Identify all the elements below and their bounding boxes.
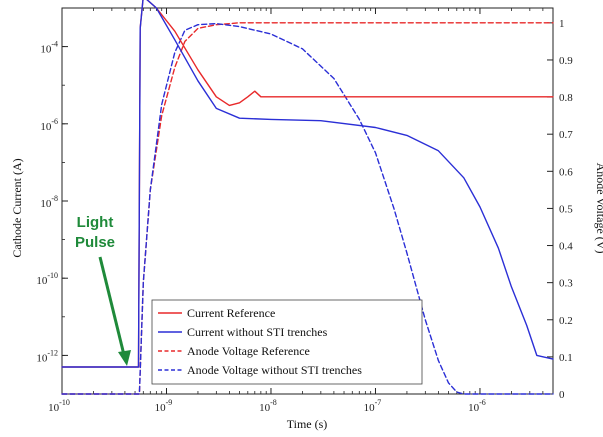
x-tick-label: 10-6: [468, 398, 486, 414]
series-anode-voltage-without-sti-trenches: [61, 22, 554, 395]
y-right-tick-label: 0.7: [559, 129, 573, 141]
legend-label: Anode Voltage without STI trenches: [187, 363, 362, 377]
left-y-axis: 10-12 10-10 10-8 10-6 10-4: [36, 40, 68, 395]
series-lines: [61, 0, 554, 395]
y-right-tick-label: 0: [559, 389, 565, 401]
y-right-tick-label: 0.2: [559, 315, 573, 327]
y-right-tick-label: 1: [559, 18, 565, 30]
x-tick-label: 10-7: [364, 398, 382, 414]
legend-label: Anode Voltage Reference: [187, 344, 310, 358]
y-left-tick-label: 10-10: [36, 271, 58, 287]
x-tick-label: 10-8: [259, 398, 277, 414]
series-current-without-sti-trenches: [61, 0, 554, 368]
y-right-tick-label: 0.1: [559, 352, 573, 364]
legend: Current Reference Current without STI tre…: [151, 299, 423, 385]
annotation-arrow-shaft: [98, 256, 126, 356]
x-tick-label: 10-10: [48, 398, 70, 414]
left-y-axis-title: Cathode Current (A): [10, 158, 24, 257]
legend-label: Current without STI trenches: [187, 325, 328, 339]
x-tick-label: 10-9: [155, 398, 173, 414]
light-pulse-annotation: Light Pulse: [75, 214, 131, 366]
y-right-tick-label: 0.9: [559, 55, 573, 67]
y-right-tick-label: 0.4: [559, 241, 573, 253]
y-right-tick-label: 0.3: [559, 278, 573, 290]
y-right-tick-label: 0.5: [559, 203, 573, 215]
x-axis: 10-10 10-9 10-8 10-7 10-6: [48, 8, 554, 414]
x-axis-title: Time (s): [287, 417, 328, 431]
legend-box: [151, 299, 423, 385]
y-left-tick-label: 10-4: [40, 40, 58, 56]
legend-label: Current Reference: [187, 306, 275, 320]
right-y-axis: 0 0.1 0.2 0.3 0.4 0.5 0.6 0.7 0.8 0.9 1: [547, 18, 573, 401]
annotation-line-2: Pulse: [75, 234, 115, 251]
y-right-tick-label: 0.6: [559, 166, 573, 178]
right-y-axis-title: Anode Voltage (V): [594, 163, 603, 254]
annotation-line-1: Light: [77, 214, 114, 231]
y-left-tick-label: 10-12: [36, 348, 58, 364]
annotation-arrow-head: [118, 350, 131, 366]
y-left-tick-label: 10-6: [40, 117, 58, 133]
y-left-tick-label: 10-8: [40, 194, 58, 210]
y-right-tick-label: 0.8: [559, 92, 573, 104]
